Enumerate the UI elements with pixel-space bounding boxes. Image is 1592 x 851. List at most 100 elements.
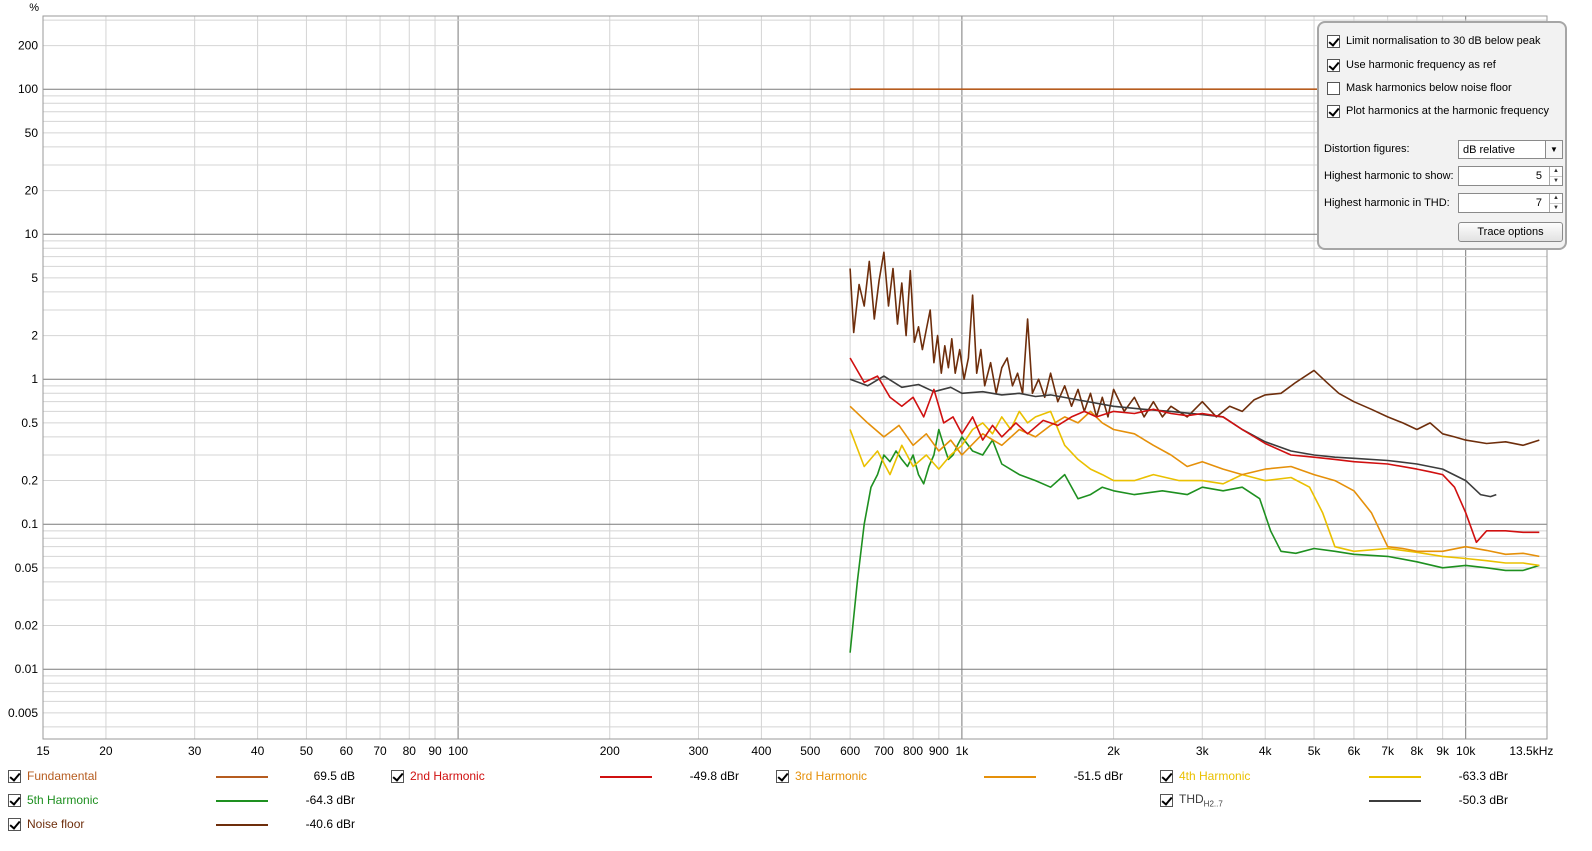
legend-label: Noise floor [27, 817, 85, 831]
x-tick-label: 70 [373, 744, 387, 758]
legend-item-2nd-harmonic[interactable]: 2nd Harmonic [391, 768, 485, 784]
legend-label: Fundamental [27, 769, 98, 783]
spinner-value: 7 [1535, 197, 1542, 209]
x-tick-label: 200 [600, 744, 620, 758]
series-line-5th-harmonic [849, 428, 1540, 653]
x-tick-label: 700 [874, 744, 894, 758]
option-label: Use harmonic frequency as ref [1346, 59, 1496, 71]
spin-up-icon[interactable]: ▲ [1550, 194, 1562, 204]
y-tick-label: 10 [25, 227, 39, 241]
legend-value: -50.3 dBr [1458, 793, 1508, 807]
x-tick-label: 5k [1308, 744, 1322, 758]
legend-item-3rd-harmonic[interactable]: 3rd Harmonic [776, 768, 867, 784]
legend-checkbox[interactable] [8, 793, 21, 807]
option-use-harmonic-frequency[interactable]: Use harmonic frequency as ref [1327, 57, 1496, 73]
x-tick-label: 2k [1107, 744, 1121, 758]
trace-options-button[interactable]: Trace options [1458, 222, 1563, 242]
legend-item-thd[interactable]: THDH2..7 [1160, 792, 1223, 808]
checkbox-mask-harmonics[interactable] [1327, 81, 1340, 95]
highest-harmonic-show-spinner[interactable]: 5 ▲ ▼ [1458, 166, 1563, 186]
option-label: Limit normalisation to 30 dB below peak [1346, 35, 1541, 47]
legend-value: -49.8 dBr [689, 769, 739, 783]
x-tick-label: 7k [1381, 744, 1395, 758]
spin-down-icon[interactable]: ▼ [1553, 205, 1559, 211]
y-tick-label: 200 [18, 39, 38, 53]
option-label: Mask harmonics below noise floor [1346, 82, 1512, 94]
legend-checkbox[interactable] [8, 769, 21, 783]
y-tick-label: 0.005 [8, 706, 38, 720]
x-tick-label: 3k [1196, 744, 1210, 758]
legend-checkbox[interactable] [776, 769, 789, 783]
series-line-4th-harmonic [849, 410, 1540, 567]
x-tick-label: 30 [188, 744, 202, 758]
legend-label: 5th Harmonic [27, 793, 99, 807]
legend-checkbox[interactable] [1160, 793, 1173, 807]
legend-value: -40.6 dBr [305, 817, 355, 831]
x-tick-label: 60 [340, 744, 354, 758]
plot-area [43, 16, 1547, 739]
x-tick-label: 10k [1456, 744, 1476, 758]
x-tick-label: 15 [36, 744, 50, 758]
x-tick-label: 4k [1259, 744, 1273, 758]
highest-harmonic-thd-label: Highest harmonic in THD: [1324, 197, 1450, 209]
x-tick-label: 40 [251, 744, 265, 758]
option-mask-harmonics[interactable]: Mask harmonics below noise floor [1327, 80, 1512, 96]
series-line-3rd-harmonic [849, 405, 1540, 558]
y-tick-label: 0.1 [21, 517, 38, 531]
legend-label: THDH2..7 [1179, 792, 1223, 808]
legend-checkbox[interactable] [8, 817, 21, 831]
legend-swatch [600, 776, 652, 778]
x-tick-label: 300 [688, 744, 708, 758]
grid [42, 15, 1548, 740]
distortion-figures-label: Distortion figures: [1324, 143, 1410, 155]
x-tick-label: 800 [903, 744, 923, 758]
spin-up-icon[interactable]: ▲ [1550, 167, 1562, 177]
x-tick-label: 500 [800, 744, 820, 758]
legend-item-fundamental[interactable]: Fundamental [8, 768, 97, 784]
x-tick-label: 6k [1348, 744, 1362, 758]
checkbox-limit-normalisation[interactable] [1327, 34, 1340, 48]
x-tick-label: 900 [929, 744, 949, 758]
legend-label: 2nd Harmonic [410, 769, 485, 783]
y-tick-label: 50 [25, 126, 39, 140]
legend-item-4th-harmonic[interactable]: 4th Harmonic [1160, 768, 1250, 784]
checkbox-use-harmonic-frequency[interactable] [1327, 58, 1340, 72]
legend-value: 69.5 dB [313, 769, 355, 783]
x-tick-label: 50 [300, 744, 314, 758]
series-line-noise-floor [849, 251, 1540, 447]
legend-item-noise-floor[interactable]: Noise floor [8, 816, 84, 832]
y-tick-label: 0.02 [15, 619, 39, 633]
legend-swatch [216, 776, 268, 778]
x-tick-label: 8k [1411, 744, 1425, 758]
x-tick-label: 20 [99, 744, 113, 758]
y-tick-label: 0.01 [15, 662, 39, 676]
y-tick-label: 0.2 [21, 474, 38, 488]
legend-swatch [216, 824, 268, 826]
x-tick-label: 100 [448, 744, 468, 758]
series-line-2nd-harmonic [849, 357, 1540, 544]
legend-label: 4th Harmonic [1179, 769, 1251, 783]
legend-swatch [984, 776, 1036, 778]
legend-item-5th-harmonic[interactable]: 5th Harmonic [8, 792, 98, 808]
legend-swatch [1369, 776, 1421, 778]
highest-harmonic-show-label: Highest harmonic to show: [1324, 170, 1454, 182]
x-tick-label: 80 [403, 744, 417, 758]
y-tick-label: 0.5 [21, 416, 38, 430]
option-plot-harmonics[interactable]: Plot harmonics at the harmonic frequency [1327, 103, 1549, 119]
spin-down-icon[interactable]: ▼ [1553, 178, 1559, 184]
spinner-value: 5 [1535, 170, 1542, 182]
legend-checkbox[interactable] [1160, 769, 1173, 783]
options-panel: Limit normalisation to 30 dB below peak … [1317, 21, 1567, 250]
x-tick-label: 400 [751, 744, 771, 758]
checkbox-plot-harmonics[interactable] [1327, 104, 1340, 118]
option-limit-normalisation[interactable]: Limit normalisation to 30 dB below peak [1327, 33, 1540, 49]
distortion-chart: 15 20 30 40 50 60 70 80 90 100 200 300 400 500 600 700 8… [8, 2, 1553, 758]
x-tick-label: 600 [840, 744, 860, 758]
distortion-figures-select[interactable]: dB relative ▼ [1458, 140, 1563, 159]
highest-harmonic-thd-spinner[interactable]: 7 ▲ ▼ [1458, 193, 1563, 213]
x-tick-label: 9k [1436, 744, 1450, 758]
legend-value: -64.3 dBr [305, 793, 355, 807]
legend-checkbox[interactable] [391, 769, 404, 783]
chevron-down-icon[interactable]: ▼ [1545, 141, 1562, 158]
thd-label: THD [1179, 791, 1204, 806]
